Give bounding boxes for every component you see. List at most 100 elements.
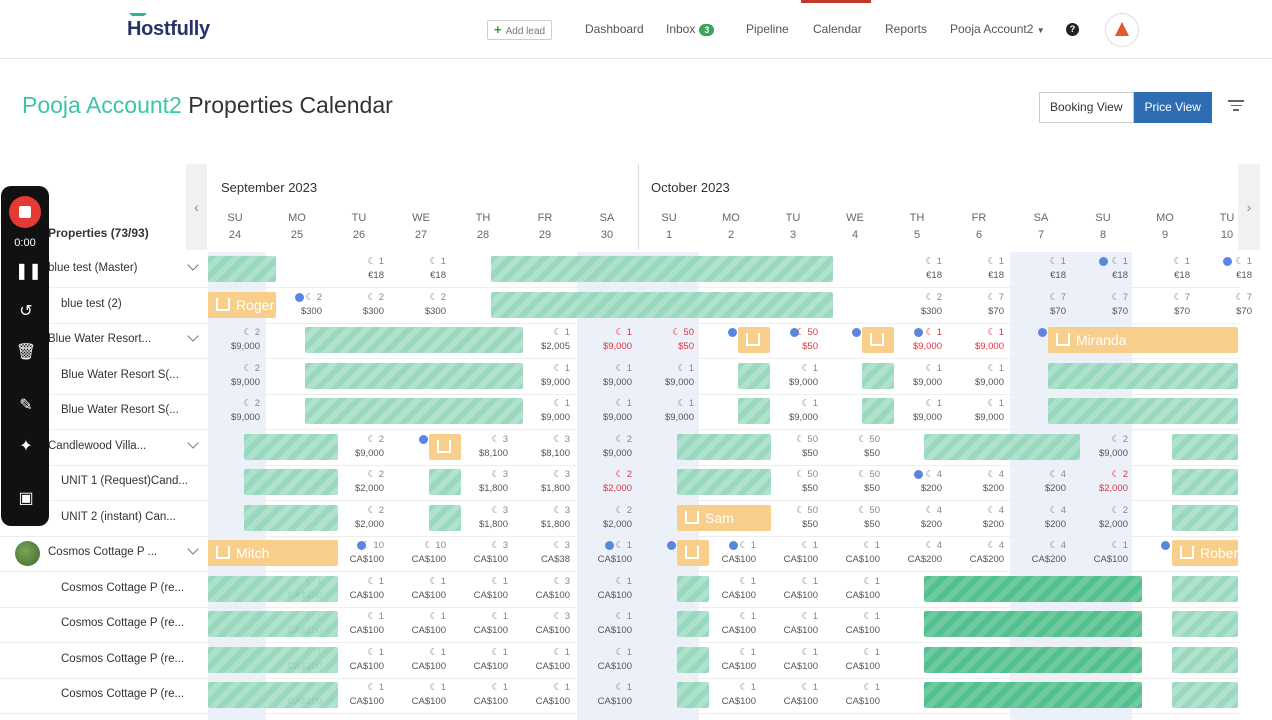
blocked-dates-bar[interactable] (738, 362, 770, 389)
property-name[interactable]: Cosmos Cottage P ... (48, 546, 158, 558)
price-cell[interactable]: ☾ 1 CA$100 (446, 646, 508, 674)
pause-icon[interactable]: ❚❚ (15, 263, 42, 280)
price-cell[interactable]: ☾ 1 CA$100 (756, 575, 818, 603)
price-cell[interactable]: ☾ 1 CA$100 (570, 539, 632, 567)
price-cell[interactable]: ☾ 2 $9,000 (1066, 433, 1128, 461)
price-cell[interactable]: ☾ 2 $9,000 (322, 433, 384, 461)
price-cell[interactable]: ☾ 1 CA$100 (570, 610, 632, 638)
price-cell[interactable]: ☾ 1 $9,000 (756, 362, 818, 390)
price-cell[interactable]: ☾ 7 $70 (1128, 291, 1190, 319)
property-name[interactable]: Cosmos Cottage P (re... (61, 652, 185, 665)
blocked-dates-bar[interactable] (491, 291, 833, 318)
price-cell[interactable]: ☾ 1 CA$100 (570, 646, 632, 674)
blocked-dates-bar[interactable] (305, 362, 523, 389)
property-name[interactable]: Cosmos Cottage P (re... (61, 581, 185, 594)
price-cell[interactable]: ☾ 1 €18 (1066, 255, 1128, 283)
price-cell[interactable]: ☾ 1 $9,000 (508, 362, 570, 390)
price-cell[interactable]: ☾ 1 CA$100 (384, 681, 446, 709)
booking-bar[interactable] (862, 327, 894, 353)
price-cell[interactable]: ☾ 1 $9,000 (508, 397, 570, 425)
price-cell[interactable]: ☾ 1 €18 (1128, 255, 1190, 283)
price-cell[interactable]: ☾ 1 CA$100 (694, 681, 756, 709)
chevron-down-icon[interactable] (187, 436, 199, 449)
price-cell[interactable]: ☾ 3 $8,100 (508, 433, 570, 461)
blocked-dates-bar[interactable] (1172, 575, 1238, 602)
nav-calendar[interactable]: Calendar (813, 22, 862, 36)
property-name[interactable]: Candlewood Villa... (48, 439, 147, 452)
price-cell[interactable]: ☾ 1 CA$100 (818, 539, 880, 567)
price-cell[interactable]: ☾ 4 $200 (1004, 504, 1066, 532)
price-cell[interactable]: ☾ 1 CA$100 (694, 575, 756, 603)
booking-bar[interactable] (429, 433, 461, 460)
price-cell[interactable]: ☾ 3 $1,800 (446, 504, 508, 532)
blocked-dates-bar[interactable] (924, 611, 1142, 637)
price-cell[interactable]: ☾ 1 CA$100 (446, 575, 508, 603)
price-cell[interactable]: ☾ 2 $2,000 (1066, 468, 1128, 496)
property-name[interactable]: Cosmos Cottage P (re... (61, 688, 185, 700)
price-cell[interactable]: ☾ 1 CA$100 (694, 646, 756, 674)
price-cell[interactable]: ☾ 3 $1,800 (508, 504, 570, 532)
hostfully-logo[interactable]: Hostfully (127, 13, 210, 41)
restart-icon[interactable]: ↺ (19, 303, 33, 320)
property-name[interactable]: UNIT 1 (Request)Cand... (61, 475, 188, 487)
price-cell[interactable]: ☾ 1 $9,000 (942, 397, 1004, 425)
price-cell[interactable]: ☾ 10 CA$100 (322, 539, 384, 567)
blocked-dates-bar[interactable] (208, 575, 338, 602)
price-cell[interactable]: ☾ 1 CA$100 (818, 610, 880, 638)
booking-bar[interactable]: Mitch (208, 540, 338, 566)
price-cell[interactable]: ☾ 1 CA$100 (756, 539, 818, 567)
price-cell[interactable]: ☾ 1 $9,000 (570, 362, 632, 390)
price-cell[interactable]: ☾ 1 CA$100 (818, 646, 880, 674)
price-cell[interactable]: ☾ 4 $200 (880, 468, 942, 496)
chevron-down-icon[interactable] (187, 330, 199, 342)
property-name[interactable]: Blue Water Resort S(... (61, 368, 179, 381)
blocked-dates-bar[interactable] (924, 646, 1142, 673)
blocked-dates-bar[interactable] (862, 398, 894, 424)
price-cell[interactable]: ☾ 3 CA$100 (508, 610, 570, 638)
price-cell[interactable]: ☾ 1 €18 (942, 255, 1004, 283)
price-cell[interactable]: ☾ 4 $200 (942, 468, 1004, 496)
price-cell[interactable]: ☾ 2 $2,000 (570, 468, 632, 496)
blocked-dates-bar[interactable] (1048, 398, 1238, 424)
price-cell[interactable]: ☾ 4 $200 (942, 504, 1004, 532)
help-icon[interactable]: ? (1066, 23, 1079, 36)
blocked-dates-bar[interactable] (677, 646, 709, 673)
price-cell[interactable]: ☾ 1 €18 (322, 255, 384, 283)
price-cell[interactable]: ☾ 1 €18 (880, 255, 942, 283)
price-cell[interactable]: ☾ 1 $9,000 (756, 397, 818, 425)
blocked-dates-bar[interactable] (677, 682, 709, 708)
price-cell[interactable]: ☾ 50 $50 (818, 433, 880, 461)
camera-icon[interactable]: ▣ (18, 490, 34, 507)
pencil-icon[interactable]: ✎ (19, 397, 33, 414)
blocked-dates-bar[interactable] (1172, 682, 1238, 708)
property-name[interactable]: Blue Water Resort... (48, 333, 152, 345)
price-cell[interactable]: ☾ 1 $9,000 (632, 362, 694, 390)
price-cell[interactable]: ☾ 4 CA$200 (880, 539, 942, 567)
price-cell[interactable]: ☾ 50 $50 (756, 468, 818, 496)
price-cell[interactable]: ☾ 2 $2,000 (1066, 504, 1128, 532)
nav-reports[interactable]: Reports (885, 22, 928, 36)
blocked-dates-bar[interactable] (677, 611, 709, 637)
blocked-dates-bar[interactable] (244, 433, 338, 460)
booking-bar[interactable]: Sam (677, 504, 771, 531)
blocked-dates-bar[interactable] (491, 256, 833, 282)
filter-icon[interactable] (1228, 100, 1244, 112)
price-cell[interactable]: ☾ 1 CA$100 (570, 681, 632, 709)
price-cell[interactable]: ☾ 50 $50 (818, 468, 880, 496)
blocked-dates-bar[interactable] (208, 256, 276, 282)
price-cell[interactable]: ☾ 1 CA$100 (322, 646, 384, 674)
price-cell[interactable]: ☾ 2 $300 (384, 291, 446, 319)
booking-bar[interactable]: Roger (208, 291, 276, 318)
price-cell[interactable]: ☾ 4 $200 (880, 504, 942, 532)
price-cell[interactable]: ☾ 1 $9,000 (632, 397, 694, 425)
blocked-dates-bar[interactable] (244, 469, 338, 495)
price-cell[interactable]: ☾ 1 CA$100 (384, 646, 446, 674)
price-cell[interactable]: ☾ 1 €18 (384, 255, 446, 283)
price-cell[interactable]: ☾ 2 $9,000 (198, 326, 260, 354)
price-cell[interactable]: ☾ 1 $9,000 (880, 326, 942, 354)
price-cell[interactable]: ☾ 2 $2,000 (322, 468, 384, 496)
price-cell[interactable]: ☾ 4 $200 (1004, 468, 1066, 496)
price-cell[interactable]: ☾ 1 $9,000 (880, 362, 942, 390)
blocked-dates-bar[interactable] (1172, 504, 1238, 531)
property-name[interactable]: UNIT 2 (instant) Can... (61, 510, 176, 523)
